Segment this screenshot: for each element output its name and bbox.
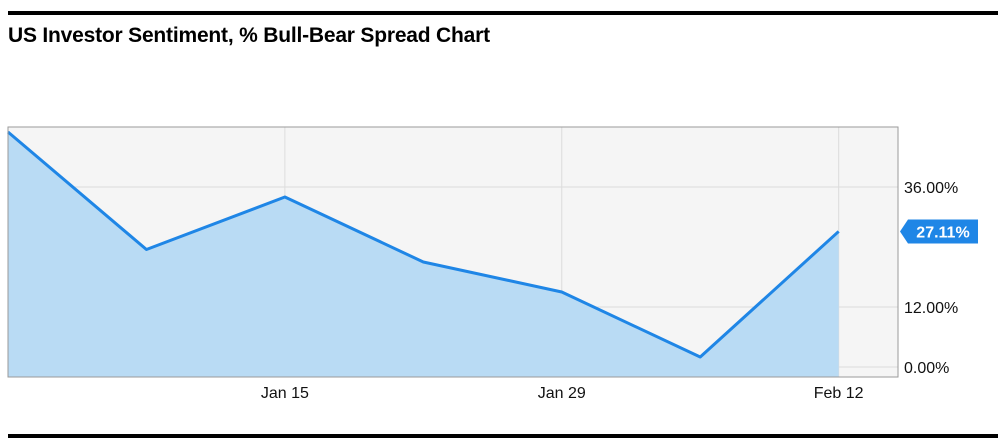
y-tick-label: 12.00% — [904, 300, 958, 317]
plot-border — [7, 126, 899, 378]
top-rule — [8, 11, 998, 15]
last-value-badge-shape — [900, 219, 978, 244]
x-tick-label: Feb 12 — [814, 385, 864, 402]
y-axis: 0.00% 12.00% 36.00% — [904, 180, 958, 377]
x-tick-label: Jan 15 — [261, 385, 309, 402]
x-tick-label: Jan 29 — [538, 385, 586, 402]
bottom-rule — [8, 434, 998, 438]
x-axis: Jan 15 Jan 29 Feb 12 — [261, 385, 864, 402]
series-area — [8, 132, 839, 377]
last-value-badge: 27.11% — [900, 219, 978, 244]
last-value-label: 27.11% — [916, 224, 969, 241]
page-title: US Investor Sentiment, % Bull-Bear Sprea… — [8, 24, 490, 47]
series-line — [7, 130, 840, 359]
y-tick-label: 36.00% — [904, 180, 958, 197]
y-tick-label: 0.00% — [904, 360, 949, 377]
